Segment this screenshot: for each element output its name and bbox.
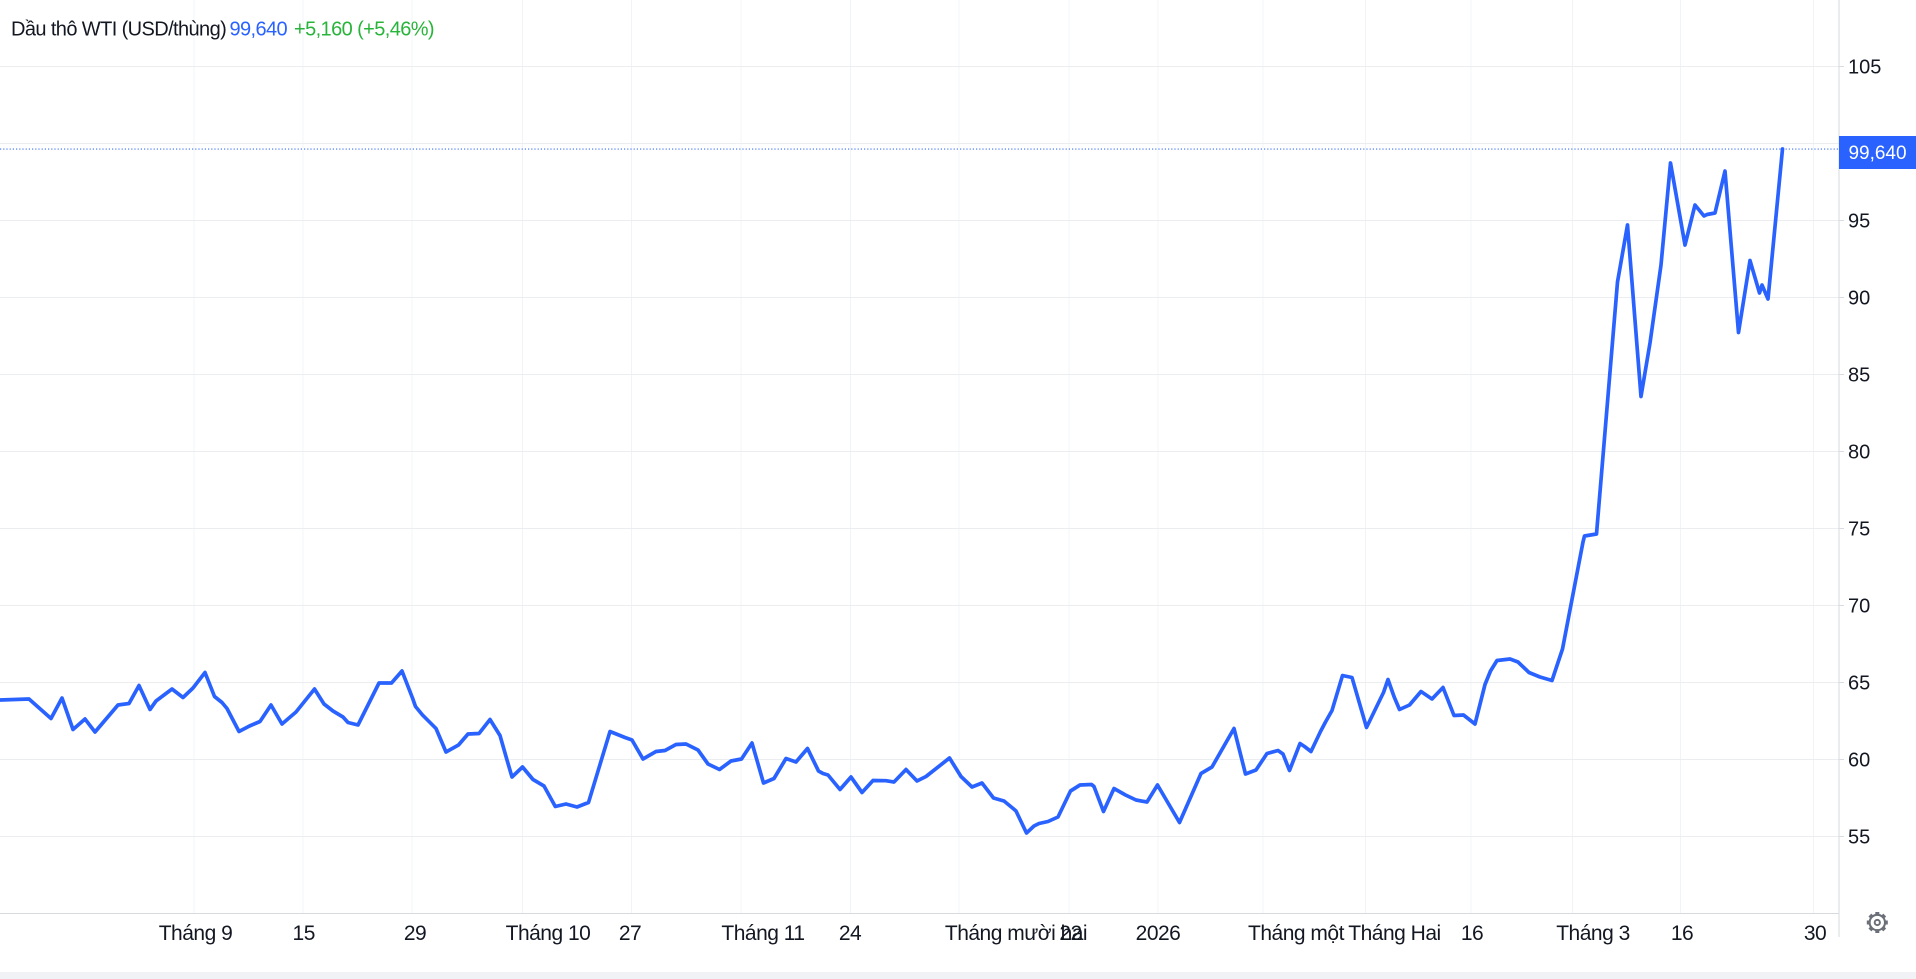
- svg-text:30: 30: [1804, 922, 1826, 945]
- svg-text:29: 29: [404, 922, 426, 945]
- svg-text:70: 70: [1848, 596, 1870, 618]
- svg-text:Dầu thô WTI (USD/thùng): Dầu thô WTI (USD/thùng): [11, 19, 226, 41]
- svg-text:80: 80: [1848, 442, 1870, 464]
- svg-text:27: 27: [619, 922, 641, 945]
- svg-text:Tháng Hai: Tháng Hai: [1348, 922, 1440, 945]
- svg-text:22: 22: [1059, 922, 1081, 945]
- svg-text:Tháng 3: Tháng 3: [1556, 922, 1630, 945]
- svg-text:90: 90: [1848, 288, 1870, 310]
- svg-text:85: 85: [1848, 365, 1870, 387]
- svg-text:99,640: 99,640: [230, 19, 288, 41]
- svg-text:Tháng 10: Tháng 10: [506, 922, 591, 945]
- svg-text:16: 16: [1671, 922, 1693, 945]
- svg-text:Tháng 11: Tháng 11: [721, 922, 804, 945]
- svg-text:2026: 2026: [1136, 922, 1181, 945]
- svg-text:60: 60: [1848, 750, 1870, 772]
- svg-text:24: 24: [839, 922, 862, 945]
- svg-text:+5,160 (+5,46%): +5,160 (+5,46%): [294, 19, 434, 41]
- svg-text:95: 95: [1848, 211, 1870, 233]
- svg-text:99,640: 99,640: [1848, 143, 1906, 164]
- svg-text:15: 15: [293, 922, 315, 945]
- svg-text:Tháng một: Tháng một: [1248, 922, 1345, 945]
- svg-text:65: 65: [1848, 673, 1870, 695]
- svg-text:55: 55: [1848, 827, 1870, 849]
- svg-text:105: 105: [1848, 57, 1881, 79]
- svg-text:Tháng 9: Tháng 9: [159, 922, 233, 945]
- svg-text:Tháng mười hai: Tháng mười hai: [945, 922, 1087, 945]
- svg-text:75: 75: [1848, 519, 1870, 541]
- svg-text:16: 16: [1461, 922, 1483, 945]
